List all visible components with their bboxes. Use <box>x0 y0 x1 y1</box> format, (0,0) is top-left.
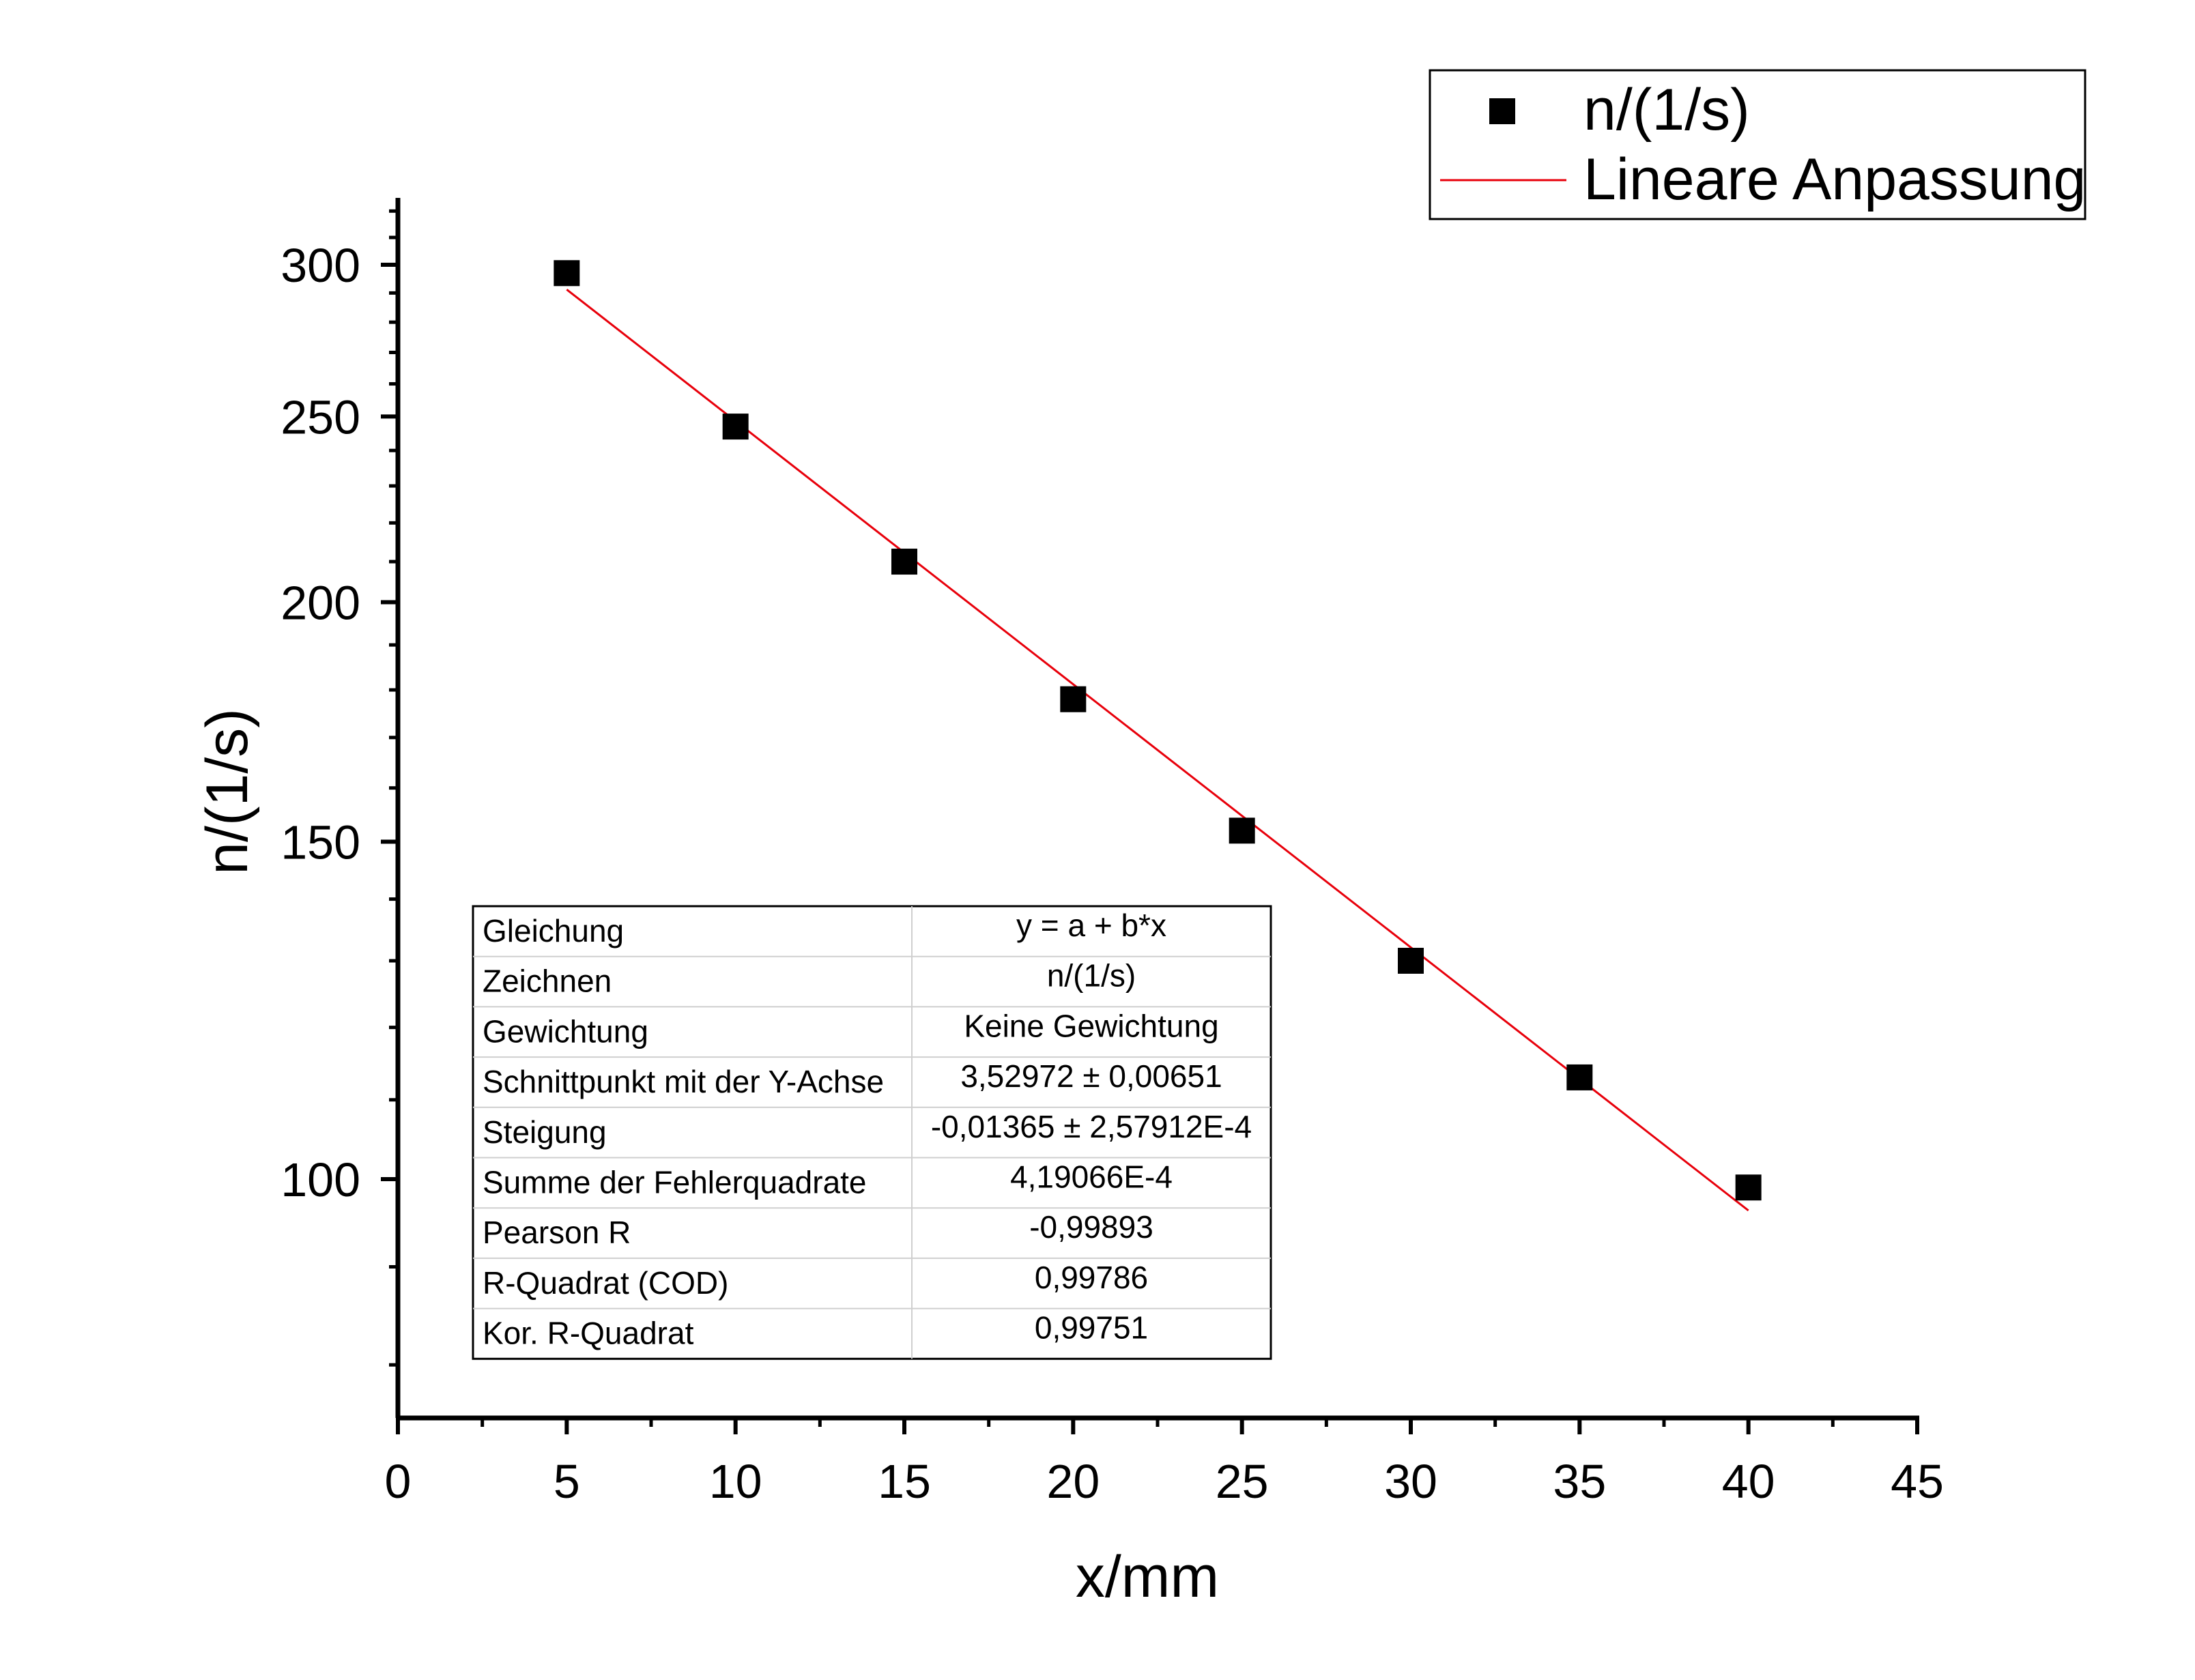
fit-table-value: -0,99893 <box>1029 1209 1153 1245</box>
x-tick-label: 30 <box>1384 1455 1437 1508</box>
data-points <box>554 260 1762 1201</box>
fit-table-value: n/(1/s) <box>1047 958 1136 994</box>
legend-label-data: n/(1/s) <box>1583 77 1750 143</box>
fit-table-label: Gleichung <box>483 913 624 948</box>
x-tick-label: 10 <box>709 1455 762 1508</box>
fit-table-label: Schnittpunkt mit der Y-Achse <box>483 1064 884 1099</box>
fit-table-label: Pearson R <box>483 1215 631 1250</box>
y-tick-label: 300 <box>281 239 360 292</box>
fit-table-border <box>472 905 1272 1360</box>
x-tick-label: 0 <box>385 1455 412 1508</box>
x-tick-label: 15 <box>878 1455 931 1508</box>
legend-marker-square <box>1489 98 1515 124</box>
axes: 0 5 10 15 20 25 30 35 40 45 100 150 200 250 300 <box>281 198 1944 1508</box>
y-tick-label: 250 <box>281 390 360 444</box>
fit-results-table: Gleichung y = a + b*x Zeichnen n/(1/s) Gewic… <box>472 905 1272 1360</box>
fit-table-value: Keine Gewichtung <box>964 1008 1218 1043</box>
y-tick-label: 100 <box>281 1153 360 1206</box>
y-axis-title: n/(1/s) <box>195 708 260 875</box>
legend: n/(1/s) Lineare Anpassung <box>1429 69 2086 220</box>
legend-label-fit: Lineare Anpassung <box>1583 147 2086 212</box>
x-ticks: 0 5 10 15 20 25 30 35 40 45 <box>385 1418 1944 1508</box>
fit-table-label: Steigung <box>483 1114 607 1150</box>
fit-table-label: Gewichtung <box>483 1013 648 1049</box>
data-point <box>722 414 749 440</box>
y-tick-label: 150 <box>281 815 360 869</box>
x-tick-label: 45 <box>1891 1455 1944 1508</box>
x-tick-label: 25 <box>1216 1455 1269 1508</box>
fit-table-value: 4,19066E-4 <box>1010 1159 1173 1195</box>
data-point <box>1735 1174 1762 1201</box>
fit-table-value: -0,01365 ± 2,57912E-4 <box>931 1109 1252 1144</box>
fit-table-label: Zeichnen <box>483 964 612 999</box>
fit-table-value: y = a + b*x <box>1016 908 1166 943</box>
x-tick-label: 20 <box>1046 1455 1100 1508</box>
x-tick-label: 35 <box>1553 1455 1606 1508</box>
legend-box <box>1429 69 2086 220</box>
fit-line <box>566 289 1749 1212</box>
x-tick-label: 40 <box>1722 1455 1775 1508</box>
fit-table-label: Summe der Fehlerquadrate <box>483 1165 867 1200</box>
y-tick-label: 200 <box>281 577 360 630</box>
fit-table-value: 3,52972 ± 0,00651 <box>960 1058 1222 1094</box>
data-point <box>1566 1064 1593 1090</box>
y-ticks: 100 150 200 250 300 <box>281 209 398 1367</box>
data-point <box>891 549 917 575</box>
x-tick-label: 5 <box>554 1455 580 1508</box>
data-point <box>1060 686 1087 712</box>
fit-table-label: R-Quadrat (COD) <box>483 1265 728 1301</box>
x-axis-title: x/mm <box>1076 1544 1219 1610</box>
data-point <box>554 260 580 287</box>
fit-table-value: 0,99751 <box>1035 1310 1148 1346</box>
fit-table-value: 0,99786 <box>1035 1260 1148 1295</box>
fit-table-label: Kor. R-Quadrat <box>483 1316 694 1351</box>
data-point <box>1229 817 1255 844</box>
fit-line-group <box>566 289 1749 1212</box>
data-point <box>1398 947 1424 974</box>
